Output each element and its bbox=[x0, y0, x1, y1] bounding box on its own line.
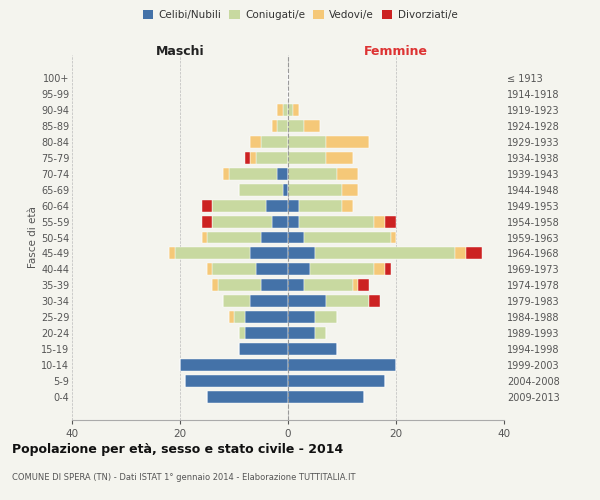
Bar bbox=[288, 264, 310, 276]
Bar bbox=[261, 232, 288, 243]
Bar bbox=[288, 344, 337, 355]
Bar bbox=[310, 264, 374, 276]
Text: Popolazione per età, sesso e stato civile - 2014: Popolazione per età, sesso e stato civil… bbox=[12, 442, 343, 456]
Bar bbox=[342, 200, 353, 211]
Bar bbox=[245, 328, 288, 340]
Bar bbox=[245, 152, 250, 164]
Bar bbox=[304, 232, 391, 243]
Bar bbox=[385, 264, 391, 276]
Bar bbox=[466, 248, 482, 260]
Bar bbox=[288, 312, 315, 324]
Bar bbox=[288, 216, 299, 228]
Bar bbox=[283, 184, 288, 196]
Bar bbox=[261, 280, 288, 291]
Bar bbox=[185, 376, 288, 388]
Bar bbox=[175, 248, 250, 260]
Bar bbox=[288, 232, 304, 243]
Bar bbox=[315, 312, 337, 324]
Bar bbox=[250, 248, 288, 260]
Bar bbox=[288, 152, 326, 164]
Bar bbox=[315, 248, 455, 260]
Bar bbox=[288, 136, 326, 147]
Bar bbox=[202, 200, 212, 211]
Bar bbox=[304, 120, 320, 132]
Bar bbox=[385, 216, 396, 228]
Bar bbox=[234, 312, 245, 324]
Bar bbox=[277, 168, 288, 179]
Bar bbox=[261, 136, 288, 147]
Bar bbox=[288, 296, 326, 308]
Bar bbox=[229, 312, 234, 324]
Bar bbox=[256, 264, 288, 276]
Legend: Celibi/Nubili, Coniugati/e, Vedovi/e, Divorziati/e: Celibi/Nubili, Coniugati/e, Vedovi/e, Di… bbox=[140, 8, 460, 22]
Bar bbox=[212, 264, 256, 276]
Bar bbox=[169, 248, 175, 260]
Bar bbox=[272, 120, 277, 132]
Bar bbox=[250, 152, 256, 164]
Bar bbox=[288, 168, 337, 179]
Bar bbox=[277, 104, 283, 116]
Bar bbox=[288, 376, 385, 388]
Bar bbox=[239, 184, 283, 196]
Bar bbox=[374, 216, 385, 228]
Bar bbox=[337, 168, 358, 179]
Text: COMUNE DI SPERA (TN) - Dati ISTAT 1° gennaio 2014 - Elaborazione TUTTITALIA.IT: COMUNE DI SPERA (TN) - Dati ISTAT 1° gen… bbox=[12, 472, 355, 482]
Y-axis label: Fasce di età: Fasce di età bbox=[28, 206, 38, 268]
Bar bbox=[207, 264, 212, 276]
Bar bbox=[207, 232, 261, 243]
Bar bbox=[250, 296, 288, 308]
Bar bbox=[288, 280, 304, 291]
Bar bbox=[272, 216, 288, 228]
Bar bbox=[288, 200, 299, 211]
Bar bbox=[218, 280, 261, 291]
Bar bbox=[283, 104, 288, 116]
Bar bbox=[288, 328, 315, 340]
Bar bbox=[245, 312, 288, 324]
Bar bbox=[288, 184, 342, 196]
Bar bbox=[455, 248, 466, 260]
Bar bbox=[212, 200, 266, 211]
Bar bbox=[358, 280, 369, 291]
Bar bbox=[288, 248, 315, 260]
Bar bbox=[288, 104, 293, 116]
Bar bbox=[250, 136, 261, 147]
Bar bbox=[239, 344, 288, 355]
Bar bbox=[288, 392, 364, 404]
Bar bbox=[202, 232, 207, 243]
Bar bbox=[277, 120, 288, 132]
Bar bbox=[212, 280, 218, 291]
Bar bbox=[288, 360, 396, 372]
Bar bbox=[326, 136, 369, 147]
Bar bbox=[391, 232, 396, 243]
Bar bbox=[299, 200, 342, 211]
Bar bbox=[342, 184, 358, 196]
Bar bbox=[288, 120, 304, 132]
Bar bbox=[256, 152, 288, 164]
Bar bbox=[212, 216, 272, 228]
Text: Femmine: Femmine bbox=[364, 46, 428, 59]
Bar bbox=[369, 296, 380, 308]
Bar bbox=[202, 216, 212, 228]
Bar bbox=[223, 296, 250, 308]
Bar bbox=[353, 280, 358, 291]
Bar bbox=[299, 216, 374, 228]
Bar bbox=[207, 392, 288, 404]
Bar bbox=[229, 168, 277, 179]
Bar bbox=[304, 280, 353, 291]
Bar bbox=[326, 152, 353, 164]
Bar bbox=[293, 104, 299, 116]
Bar bbox=[315, 328, 326, 340]
Bar bbox=[180, 360, 288, 372]
Bar bbox=[374, 264, 385, 276]
Bar bbox=[223, 168, 229, 179]
Bar bbox=[326, 296, 369, 308]
Bar bbox=[266, 200, 288, 211]
Text: Maschi: Maschi bbox=[155, 46, 205, 59]
Bar bbox=[239, 328, 245, 340]
